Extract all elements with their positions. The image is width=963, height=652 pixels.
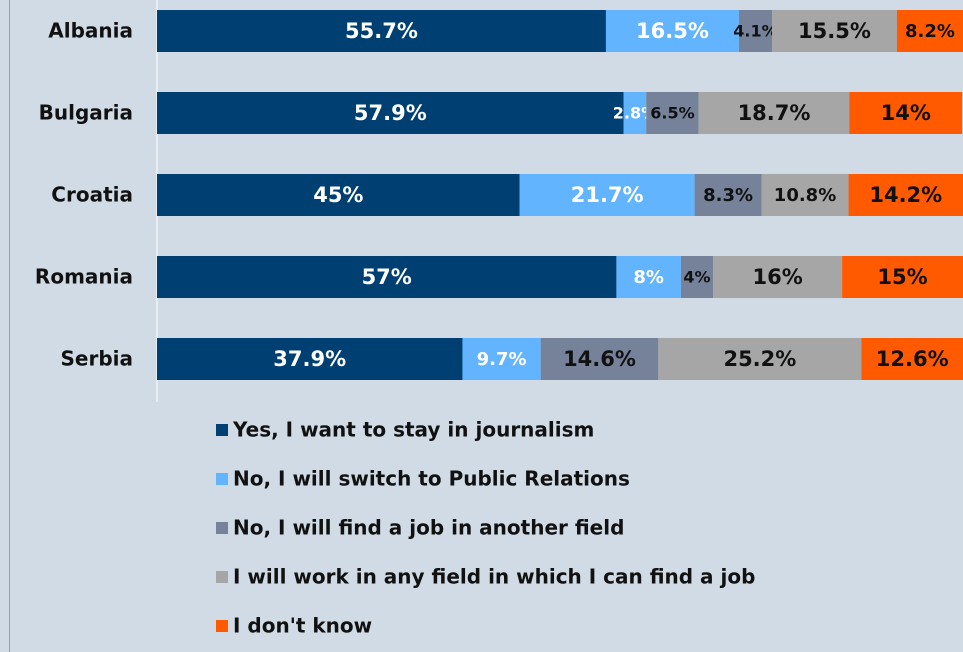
bar-row-croatia: Croatia 45% 21.7% 8.3% 10.8% 14.2% xyxy=(51,174,963,216)
category-label-bulgaria: Bulgaria xyxy=(39,101,133,125)
bar-segment-bulgaria-series-1 xyxy=(157,92,624,134)
bar-segment-romania-series-4 xyxy=(713,256,843,298)
legend-item-2: No, I will switch to Public Relations xyxy=(216,467,630,491)
bar-segment-romania-series-3 xyxy=(680,256,714,298)
legend-swatch-2 xyxy=(216,473,228,485)
bar-segment-romania-series-5 xyxy=(842,256,963,298)
chart-left-border xyxy=(9,0,10,652)
bar-segment-albania-series-4 xyxy=(771,10,897,52)
data-label-serbia-series-5: 12.6% xyxy=(876,347,949,371)
bar-segment-croatia-series-4 xyxy=(761,174,849,216)
legend-item-1: Yes, I want to stay in journalism xyxy=(216,418,594,442)
data-label-bulgaria-series-2: 2.8% xyxy=(613,104,657,123)
bar-segment-romania-series-2 xyxy=(616,256,681,298)
data-label-croatia-series-1: 45% xyxy=(313,183,363,207)
bar-row-albania: Albania 55.7% 16.5% 4.1% 15.5% 8.2% xyxy=(48,10,963,52)
bar-segment-croatia-series-1 xyxy=(157,174,520,216)
data-label-bulgaria-series-4: 18.7% xyxy=(738,101,811,125)
bar-segment-croatia-series-3 xyxy=(694,174,762,216)
legend-swatch-1 xyxy=(216,424,228,436)
bar-segment-albania-series-1 xyxy=(157,10,606,52)
bar-segment-croatia-series-5 xyxy=(848,174,963,216)
bar-segment-albania-series-5 xyxy=(896,10,963,52)
category-label-romania: Romania xyxy=(35,265,133,289)
legend-swatch-5 xyxy=(216,620,228,632)
bar-segment-bulgaria-series-3 xyxy=(646,92,699,134)
bar-segment-albania-series-3 xyxy=(738,10,772,52)
bar-row-serbia: Serbia 37.9% 9.7% 14.6% 25.2% 12.6% xyxy=(61,338,963,380)
legend-label-1: Yes, I want to stay in journalism xyxy=(232,418,594,442)
legend-label-3: No, I will find a job in another field xyxy=(233,516,624,540)
category-label-albania: Albania xyxy=(48,19,133,43)
bar-segment-bulgaria-series-2 xyxy=(623,92,647,134)
bar-row-bulgaria: Bulgaria 57.9% 2.8%6.5% 18.7% 14% xyxy=(39,92,963,134)
data-label-albania-series-1: 55.7% xyxy=(345,19,418,43)
data-label-romania-series-4: 16% xyxy=(752,265,802,289)
legend-item-3: No, I will find a job in another field xyxy=(216,516,624,540)
data-label-romania-series-1: 57% xyxy=(362,265,412,289)
data-label-bulgaria-series-1: 57.9% xyxy=(354,101,427,125)
legend-item-5: I don't know xyxy=(216,614,372,638)
bar-segment-serbia-series-1 xyxy=(157,338,463,380)
data-label-croatia-series-2: 21.7% xyxy=(571,183,644,207)
bar-segment-serbia-series-5 xyxy=(861,338,963,380)
data-label-serbia-series-1: 37.9% xyxy=(273,347,346,371)
data-label-bulgaria-series-3: 6.5% xyxy=(650,104,694,123)
data-label-croatia-series-4: 10.8% xyxy=(774,185,836,206)
bar-segment-romania-series-1 xyxy=(157,256,617,298)
data-label-romania-series-2: 8% xyxy=(633,267,664,288)
category-label-serbia: Serbia xyxy=(61,347,134,371)
data-label-albania-series-3: 4.1% xyxy=(733,22,777,41)
bar-segment-serbia-series-4 xyxy=(658,338,862,380)
legend-label-4: I will work in any field in which I can … xyxy=(233,565,755,589)
data-label-albania-series-4: 15.5% xyxy=(798,19,871,43)
bar-segment-serbia-series-2 xyxy=(462,338,541,380)
data-label-croatia-series-3: 8.3% xyxy=(703,185,753,206)
bar-row-romania: Romania 57% 8% 4% 16% 15% xyxy=(35,256,963,298)
legend-label-2: No, I will switch to Public Relations xyxy=(233,467,630,491)
data-label-romania-series-5: 15% xyxy=(877,265,927,289)
data-label-serbia-series-3: 14.6% xyxy=(563,347,636,371)
category-label-croatia: Croatia xyxy=(51,183,133,207)
data-label-romania-series-3: 4% xyxy=(683,268,710,287)
data-label-albania-series-2: 16.5% xyxy=(636,19,709,43)
legend-label-5: I don't know xyxy=(233,614,372,638)
data-label-serbia-series-4: 25.2% xyxy=(723,347,796,371)
legend-swatch-3 xyxy=(216,522,228,534)
data-label-croatia-series-5: 14.2% xyxy=(869,183,942,207)
legend-item-4: I will work in any field in which I can … xyxy=(216,565,755,589)
bar-segment-croatia-series-2 xyxy=(519,174,695,216)
legend-swatch-4 xyxy=(216,571,228,583)
data-label-serbia-series-2: 9.7% xyxy=(477,349,527,370)
bar-segment-bulgaria-series-5 xyxy=(849,92,963,134)
bar-segment-bulgaria-series-4 xyxy=(698,92,850,134)
data-label-bulgaria-series-5: 14% xyxy=(881,101,931,125)
data-label-albania-series-5: 8.2% xyxy=(905,21,955,42)
bar-segment-albania-series-2 xyxy=(605,10,739,52)
bar-segment-serbia-series-3 xyxy=(540,338,659,380)
